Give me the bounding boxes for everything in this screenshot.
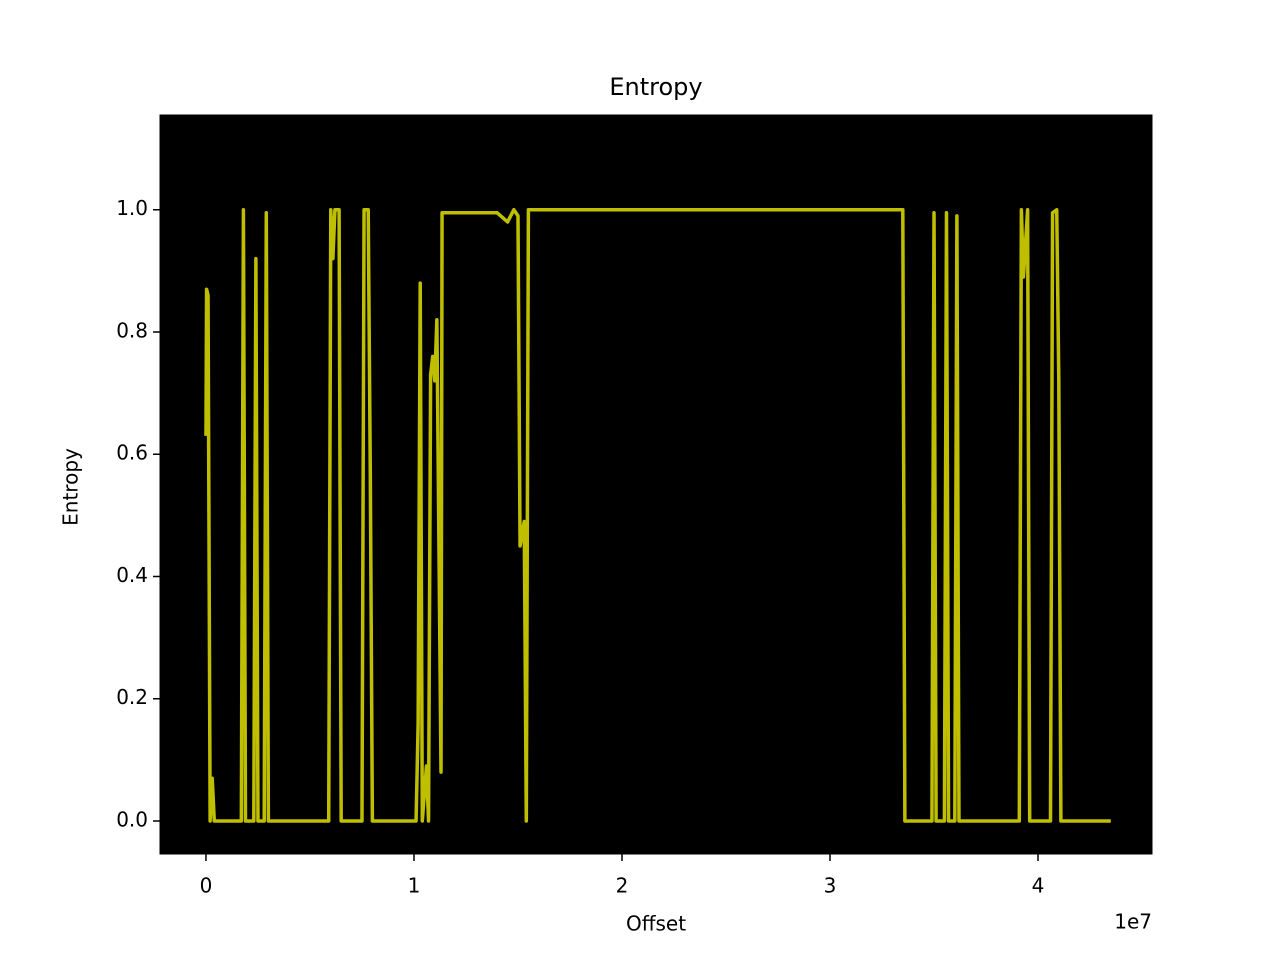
- x-tick-label: 1: [408, 874, 421, 898]
- chart-title: Entropy: [609, 73, 702, 101]
- entropy-line: [204, 207, 1111, 823]
- y-tick-label: 0.6: [116, 441, 148, 465]
- x-axis-label: Offset: [626, 912, 686, 936]
- y-tick-label: 0.0: [116, 807, 148, 831]
- plot-area: [159, 114, 1153, 855]
- x-tick-label: 2: [616, 874, 629, 898]
- y-axis-label: Entropy: [59, 448, 83, 526]
- x-tick-label: 0: [200, 874, 213, 898]
- y-tick-label: 0.8: [116, 318, 148, 342]
- y-tick-label: 0.2: [116, 685, 148, 709]
- y-tick-label: 1.0: [116, 196, 148, 220]
- x-tick-label: 4: [1032, 874, 1045, 898]
- x-tick-label: 3: [824, 874, 837, 898]
- x-offset-label: 1e7: [1114, 910, 1152, 934]
- y-tick-label: 0.4: [116, 563, 148, 587]
